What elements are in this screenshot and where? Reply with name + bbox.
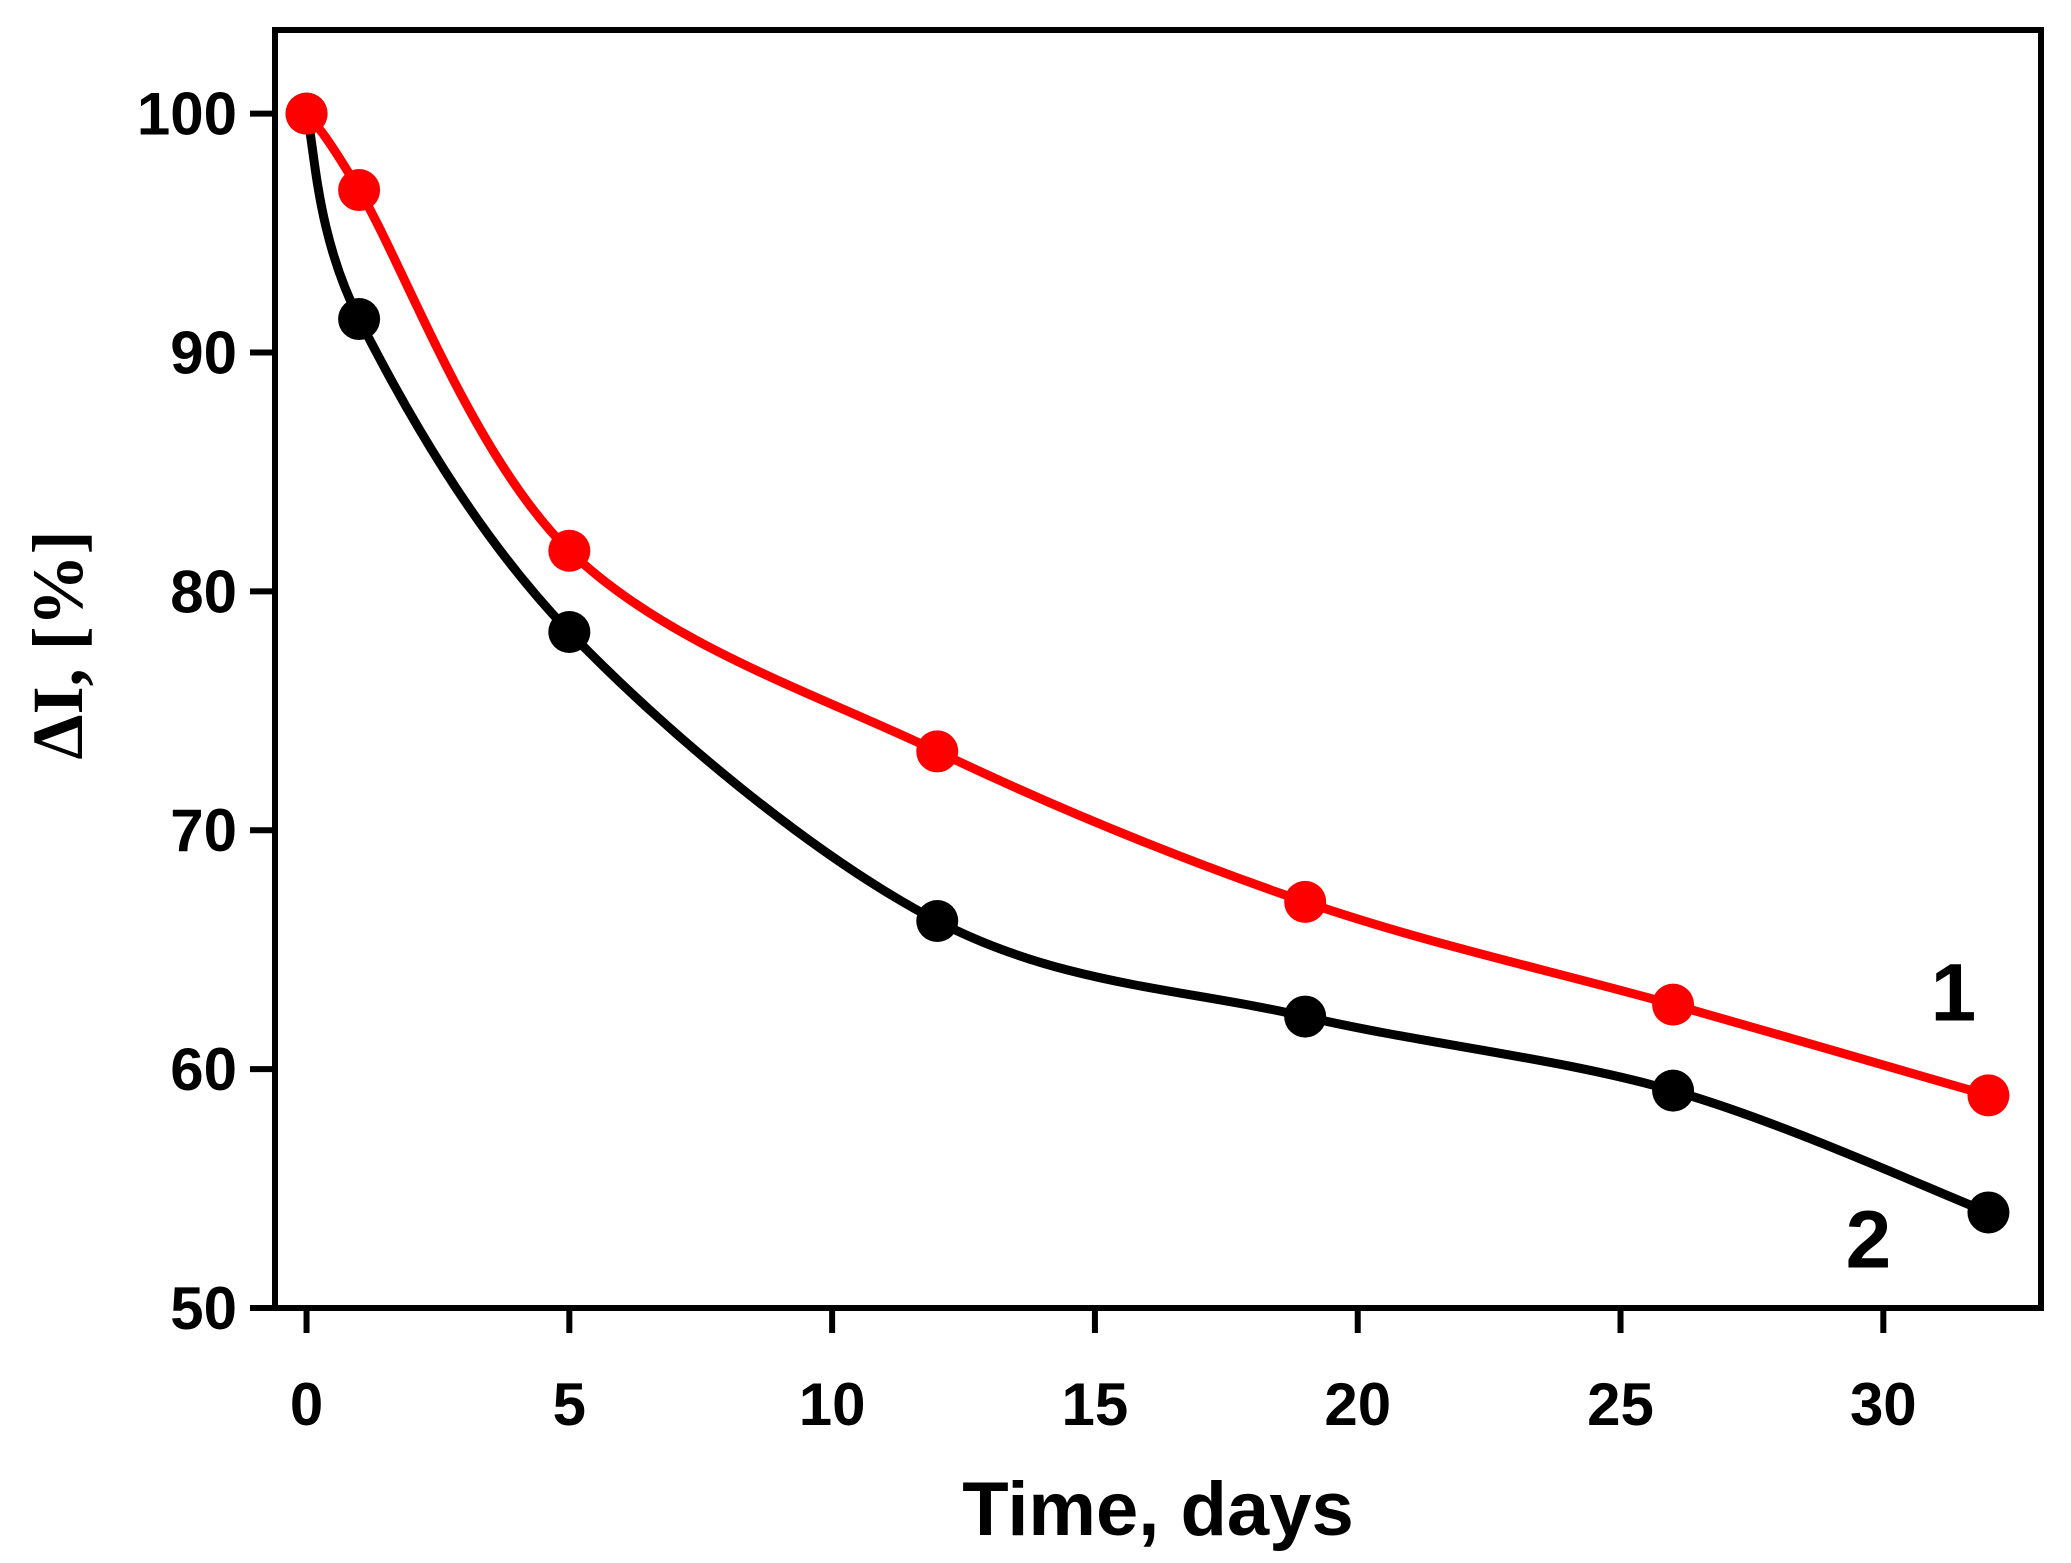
series-2-point-12: [916, 900, 959, 943]
x-tick-label-0: 0: [290, 1371, 323, 1438]
series-1-label: 1: [1931, 947, 1977, 1038]
y-tick-label-50: 50: [170, 1275, 237, 1342]
series-2-point-26: [1652, 1069, 1695, 1112]
series-2-point-5: [548, 610, 591, 653]
y-axis-title: ΔI, [%]: [18, 530, 98, 759]
series-layer: [285, 92, 2010, 1234]
labels-layer: Time, days ΔI, [%] 0 5 10 15 20 25 30 50 60 70 80 9…: [18, 81, 1976, 1552]
x-tick-label-10: 10: [799, 1371, 866, 1438]
series-1-point-0: [285, 92, 328, 135]
y-tick-label-70: 70: [170, 797, 237, 864]
x-axis-title: Time, days: [962, 1467, 1353, 1552]
y-tick-label-60: 60: [170, 1036, 237, 1103]
y-tick-label-80: 80: [170, 558, 237, 625]
series-1: [285, 92, 2010, 1117]
series-1-point-19: [1284, 880, 1327, 923]
series-1-point-26: [1652, 983, 1695, 1026]
axes-layer: [250, 110, 1887, 1333]
series-2-point-1: [338, 298, 381, 341]
x-tick-label-15: 15: [1062, 1371, 1129, 1438]
x-tick-label-25: 25: [1587, 1371, 1654, 1438]
series-1-point-12: [916, 730, 959, 773]
series-2-point-32: [1967, 1191, 2010, 1234]
x-tick-label-20: 20: [1324, 1371, 1391, 1438]
series-1-point-5: [548, 529, 591, 572]
plot-frame: [272, 27, 2044, 1311]
y-tick-label-100: 100: [137, 81, 237, 148]
series-2: [285, 92, 2010, 1234]
y-tick-label-90: 90: [170, 319, 237, 386]
series-1-point-1: [338, 169, 381, 212]
x-tick-label-30: 30: [1850, 1371, 1917, 1438]
series-1-point-32: [1967, 1074, 2010, 1117]
series-2-point-19: [1284, 995, 1327, 1038]
series-2-label: 2: [1846, 1194, 1892, 1285]
x-tick-label-5: 5: [553, 1371, 586, 1438]
